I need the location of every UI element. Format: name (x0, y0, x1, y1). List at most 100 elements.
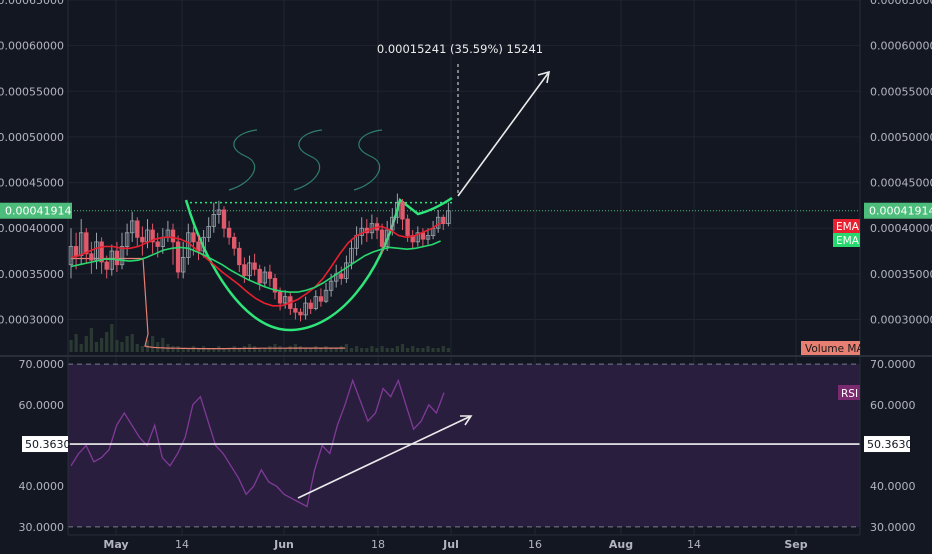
candle-down (267, 271, 273, 279)
time-tick-label: May (103, 538, 128, 550)
candle-down (221, 209, 227, 229)
measure-annotation: 0.00015241 (35.59%) 15241 (377, 42, 543, 56)
left-price-axis[interactable]: 0.00065000 0.00060000 0.00055000 0.00050000… (0, 0, 64, 326)
price-tick-label-left: 0.00030000 (0, 313, 64, 326)
rsi-tick-label-left: 60.0000 (19, 399, 65, 412)
price-tick-label-left: 0.00045000 (0, 177, 64, 190)
price-tick-label-right: 0.00030000 (870, 313, 932, 326)
price-tick-label-left: 0.00050000 (0, 131, 64, 144)
price-tick-label-right: 0.00035000 (870, 268, 932, 281)
candle-down (73, 246, 79, 256)
candle-up (109, 250, 114, 270)
candle-down (155, 241, 160, 247)
candle-up (395, 202, 400, 218)
candle-down (379, 229, 385, 247)
candle-down (99, 241, 104, 263)
volume-bar (161, 338, 165, 352)
projection-arrow (457, 71, 550, 197)
ema-fast-tag (833, 219, 860, 233)
volume-bar (319, 348, 323, 352)
candle-up (323, 289, 329, 302)
volume-bar (94, 342, 99, 352)
rsi-axis[interactable]: 70.0000 70.0000 60.0000 60.0000 40.0000 40.00… (19, 358, 916, 534)
candle-up (282, 296, 288, 304)
rsi-reference-tag (22, 436, 68, 453)
volume-bar (196, 348, 201, 352)
candle-down (242, 264, 247, 277)
volume-bar (426, 346, 430, 352)
volume-bar (186, 348, 190, 352)
current-price-label: 0.00041914 (5, 205, 71, 218)
volume-bar (339, 346, 343, 352)
price-tick-label-right: 0.00055000 (870, 85, 932, 98)
price-tick-label-left: 0.00055000 (0, 85, 64, 98)
time-axis[interactable]: May 14 Jun 18 Jul 16 Aug 14 Sep (103, 538, 807, 551)
candle-up (201, 236, 206, 252)
candle-down (175, 241, 181, 273)
volume-bar (309, 348, 313, 352)
rsi-tick-label-right: 40.0000 (870, 480, 916, 493)
volume-ma-label: Volume MA (805, 343, 864, 355)
candle-down (277, 291, 283, 304)
time-tick-label: 16 (528, 538, 542, 550)
volume-bar (314, 346, 318, 352)
candle-up (390, 216, 395, 231)
volume-bar (400, 344, 405, 352)
candle-down (308, 302, 313, 309)
price-tick-label-left: 0.00035000 (0, 268, 64, 281)
volume-bar (288, 346, 292, 352)
candle-up (211, 214, 216, 227)
time-tick-label: 14 (687, 538, 701, 550)
rsi-reference-label: 50.3630 (25, 438, 71, 451)
candle-down (257, 268, 262, 284)
price-tick-label-left: 0.00040000 (0, 222, 64, 235)
time-tick-label: Jul (442, 538, 459, 550)
candle-down (89, 253, 94, 261)
current-price-tag (864, 202, 932, 219)
volume-bar (130, 334, 134, 352)
volume-bar (370, 346, 374, 352)
ema-slow-line (70, 240, 441, 293)
candle-down (226, 227, 232, 238)
candle-down (252, 262, 257, 270)
volume-bar (298, 346, 303, 352)
rsi-tick-label-right: 30.0000 (870, 521, 916, 534)
candle-up (94, 241, 99, 261)
candle-down (140, 236, 145, 243)
right-price-axis[interactable]: 0.00065000 0.00060000 0.00055000 0.00050000… (870, 0, 932, 326)
candle-down (84, 232, 89, 255)
rsi-trend-arrow-head (460, 415, 473, 426)
volume-bar (365, 348, 369, 352)
volume-bar (278, 346, 282, 352)
volume-bar (355, 346, 359, 352)
candle-up (415, 232, 420, 243)
candle-down (293, 308, 298, 313)
candle-down (114, 250, 120, 266)
candle-down (104, 261, 109, 270)
volume-bar (395, 346, 399, 352)
volume-bar (304, 348, 308, 352)
price-tick-label-right: 0.00050000 (870, 131, 932, 144)
volume-bar (181, 348, 185, 352)
volume-bar (344, 344, 348, 352)
volume-bar (416, 348, 420, 352)
candle-down (135, 220, 140, 238)
candle-down (170, 229, 176, 243)
ema-fast-label: EMA (836, 221, 860, 233)
volume-bar (283, 348, 287, 352)
indicator-tags: 0.00041914 0.00041914 EMA EMA Volume MA RSI 50… (0, 202, 932, 453)
time-tick-label: 18 (371, 538, 385, 550)
volume-bar (140, 346, 144, 352)
doodle-stroke (293, 129, 323, 191)
candle-up (216, 209, 222, 215)
rsi-tick-label-right: 60.0000 (870, 399, 916, 412)
volume-bar (84, 336, 88, 352)
volume-bar (349, 348, 354, 352)
candle-down (400, 202, 405, 220)
volume-bar (151, 336, 155, 352)
price-tick-label-right: 0.00040000 (870, 222, 932, 235)
ema-slow-label: EMA (836, 235, 860, 247)
rsi-reference-label: 50.3630 (867, 438, 913, 451)
rsi-band (68, 364, 860, 527)
